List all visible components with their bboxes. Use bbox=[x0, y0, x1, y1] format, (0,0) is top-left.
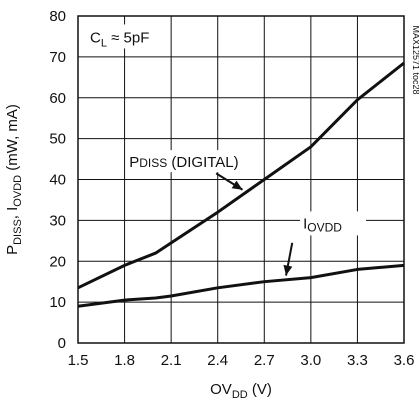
pdiss-label-sub: DISS bbox=[139, 156, 167, 170]
y-tick-label: 40 bbox=[49, 172, 66, 189]
y-tick-label: 20 bbox=[49, 253, 66, 270]
y-tick-labels: 0 10 20 30 40 50 60 70 80 bbox=[49, 8, 66, 352]
pdiss-arrow bbox=[215, 172, 244, 191]
grid bbox=[77, 15, 405, 344]
x-tick-label: 3.0 bbox=[300, 352, 321, 369]
x-tick-labels: 1.5 1.8 2.1 2.4 2.7 3.0 3.3 3.6 bbox=[68, 352, 415, 369]
iovdd-arrow bbox=[283, 242, 294, 276]
y-tick-label: 80 bbox=[49, 8, 66, 25]
y-axis-label-b-sub: OVDD bbox=[12, 175, 24, 207]
condition-label: CL ≈ 5pF bbox=[90, 29, 149, 49]
pdiss-label-tail: (DIGITAL) bbox=[167, 154, 238, 171]
y-tick-label: 60 bbox=[49, 90, 66, 107]
plot-frame bbox=[77, 15, 405, 344]
x-axis-label-sub: DD bbox=[232, 389, 248, 401]
condition-label-box bbox=[83, 24, 167, 49]
x-tick-label: 1.5 bbox=[68, 352, 89, 369]
x-tick-label: 2.7 bbox=[254, 352, 275, 369]
iovdd-label-sub: OVDD bbox=[307, 220, 342, 234]
series-line-1 bbox=[77, 263, 405, 308]
iovdd-label-main: I bbox=[303, 215, 307, 232]
x-tick-label: 1.8 bbox=[114, 352, 135, 369]
y-axis-label-a-sub: DISS bbox=[12, 219, 24, 245]
iovdd-arrow-head bbox=[283, 264, 293, 276]
y-tick-label: 0 bbox=[58, 335, 66, 352]
condition-label-sub: L bbox=[101, 37, 107, 49]
iovdd-label-box bbox=[299, 211, 366, 236]
pdiss-label-main: P bbox=[129, 154, 139, 171]
y-tick-label: 10 bbox=[49, 294, 66, 311]
iovdd-label: IOVDD bbox=[303, 215, 342, 234]
x-tick-label: 3.6 bbox=[394, 352, 415, 369]
condition-label-main: C bbox=[90, 29, 101, 46]
x-tick-label: 2.4 bbox=[207, 352, 228, 369]
series-line-0 bbox=[77, 61, 405, 290]
y-axis-label-b: , I bbox=[4, 207, 21, 220]
x-tick-label: 3.3 bbox=[347, 352, 368, 369]
pdiss-arrow-head bbox=[231, 180, 243, 190]
x-tick-label: 2.1 bbox=[161, 352, 182, 369]
x-axis-label: OVDD (V) bbox=[210, 381, 272, 401]
pdiss-label: PDISS (DIGITAL) bbox=[129, 154, 238, 171]
part-number: MAX12571 toc28 bbox=[411, 25, 419, 94]
y-tick-label: 70 bbox=[49, 49, 66, 66]
series-lines bbox=[77, 61, 405, 308]
y-axis-label: PDISS, IOVDD (mW, mA) bbox=[4, 104, 24, 255]
y-axis-label-c: (mW, mA) bbox=[4, 104, 21, 175]
x-axis-label-tail: (V) bbox=[248, 381, 272, 398]
condition-label-tail: ≈ 5pF bbox=[107, 29, 149, 46]
x-axis-label-main: OV bbox=[210, 381, 232, 398]
y-tick-label: 50 bbox=[49, 131, 66, 148]
y-axis-label-a: P bbox=[4, 245, 21, 255]
pdiss-label-box bbox=[126, 150, 263, 173]
y-tick-label: 30 bbox=[49, 212, 66, 229]
